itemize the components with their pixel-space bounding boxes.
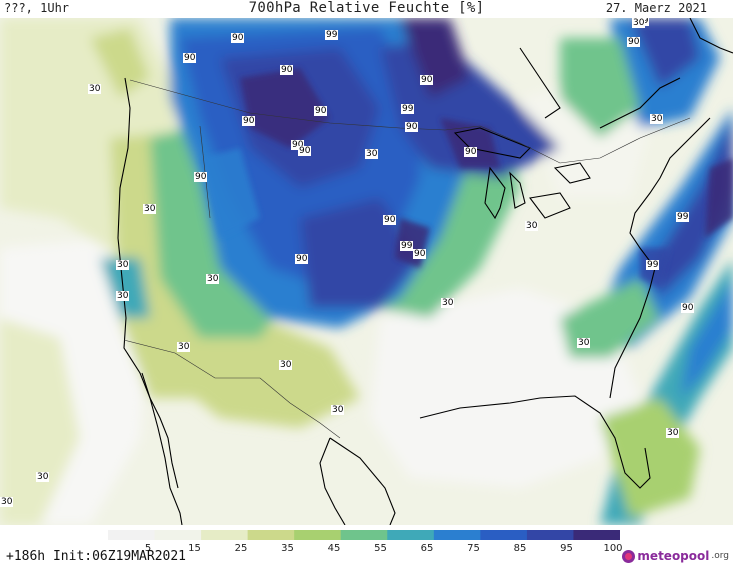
colorbar-ticks: 5 15 25 35 45 55 65 75 85 95 100 (0, 543, 733, 555)
contour-label: 99 (646, 260, 660, 270)
logo-brand: meteopool (637, 549, 710, 563)
contour-label: 90 (464, 147, 478, 157)
contour-label: 90 (183, 53, 197, 63)
colorbar-tick-label: 45 (327, 543, 341, 554)
colorbar-swatch (340, 530, 388, 540)
contour-label: 30 (525, 221, 539, 231)
colorbar-tick-label: 75 (467, 543, 480, 554)
colorbar-tick-label: 95 (560, 543, 573, 554)
colorbar-tick-label: 65 (420, 543, 434, 554)
contour-label: 90 (681, 303, 695, 313)
contour-label: 30 (36, 472, 50, 482)
contour-label: 30 (632, 18, 646, 28)
contour-label: 90 (194, 172, 208, 182)
colorbar-swatch (108, 530, 156, 540)
contour-label: 30 (177, 342, 191, 352)
colorbar-tick-label: 25 (234, 543, 248, 554)
meteopool-logo: meteopool .org (622, 547, 729, 565)
contour-label: 30 (116, 291, 130, 301)
contour-label: 90 (298, 146, 312, 156)
colorbar-swatch (433, 530, 481, 540)
colorbar-swatch (154, 530, 202, 540)
coastlines (117, 18, 733, 525)
contour-label: 30 (650, 114, 664, 124)
colorbar-swatch (387, 530, 435, 540)
colorbar-swatch (480, 530, 528, 540)
contour-label: 90 (314, 106, 328, 116)
forecast-run-info: +186h Init:06Z19MAR2021 (6, 549, 187, 564)
contour-label: 30 (88, 84, 102, 94)
contour-label: 99 (325, 30, 339, 40)
colorbar-swatch (526, 530, 574, 540)
colorbar-tick-label: 5 (144, 543, 152, 554)
colorbar-tick-label: 100 (603, 543, 623, 554)
colorbar-tick-label: 55 (374, 543, 387, 554)
contour-label: 99 (400, 241, 414, 251)
valid-time-label: ???, 1Uhr (4, 1, 70, 15)
map-footer: 5 15 25 35 45 55 65 75 85 95 100 +186h Init:06Z19M… (0, 525, 733, 566)
colorbar-swatch (247, 530, 295, 540)
contour-label: 30 (441, 298, 455, 308)
contour-label: 90 (280, 65, 294, 75)
map-title: 700hPa Relative Feuchte [%] (248, 0, 485, 16)
contour-label: 90 (413, 249, 427, 259)
contour-label: 30 (365, 149, 379, 159)
contour-label: 90 (291, 140, 305, 150)
colorbar-swatch (294, 530, 342, 540)
colorbar-tick-label: 15 (188, 543, 201, 554)
contour-label: 30 (206, 274, 220, 284)
contour-label: 90 (420, 75, 434, 85)
humidity-colorbar (108, 530, 620, 540)
humidity-map: 90 99 90 90 90 90 99 90 90 90 90 90 90 9… (0, 18, 733, 525)
contour-label: 30 (116, 260, 130, 270)
colorbar-tick-label: 35 (281, 543, 294, 554)
contour-label: 99 (401, 104, 415, 114)
contour-label: 90 (231, 33, 245, 43)
colorbar-swatch (573, 530, 620, 540)
contour-label: 30 (666, 428, 680, 438)
colorbar-swatch (201, 530, 249, 540)
meteopool-logo-icon (622, 549, 636, 563)
contour-label: 90 (242, 116, 256, 126)
logo-domain: .org (711, 551, 729, 561)
contour-label: 99 (676, 212, 690, 222)
contour-label: 30 (279, 360, 293, 370)
contour-label: 30 (143, 204, 157, 214)
humidity-field (0, 18, 733, 525)
contour-label: 90 (295, 254, 309, 264)
colorbar-tick-label: 85 (513, 543, 527, 554)
contour-label: 30 (331, 405, 345, 415)
contour-label: 30 (0, 497, 14, 507)
contour-label: 30 (577, 338, 591, 348)
contour-label: 90 (405, 122, 419, 132)
map-header: ???, 1Uhr 700hPa Relative Feuchte [%] 27… (0, 0, 733, 18)
contour-label: 90 (627, 37, 641, 47)
contour-label: 90 (383, 215, 397, 225)
valid-date-label: 27. Maerz 2021 (605, 1, 707, 15)
